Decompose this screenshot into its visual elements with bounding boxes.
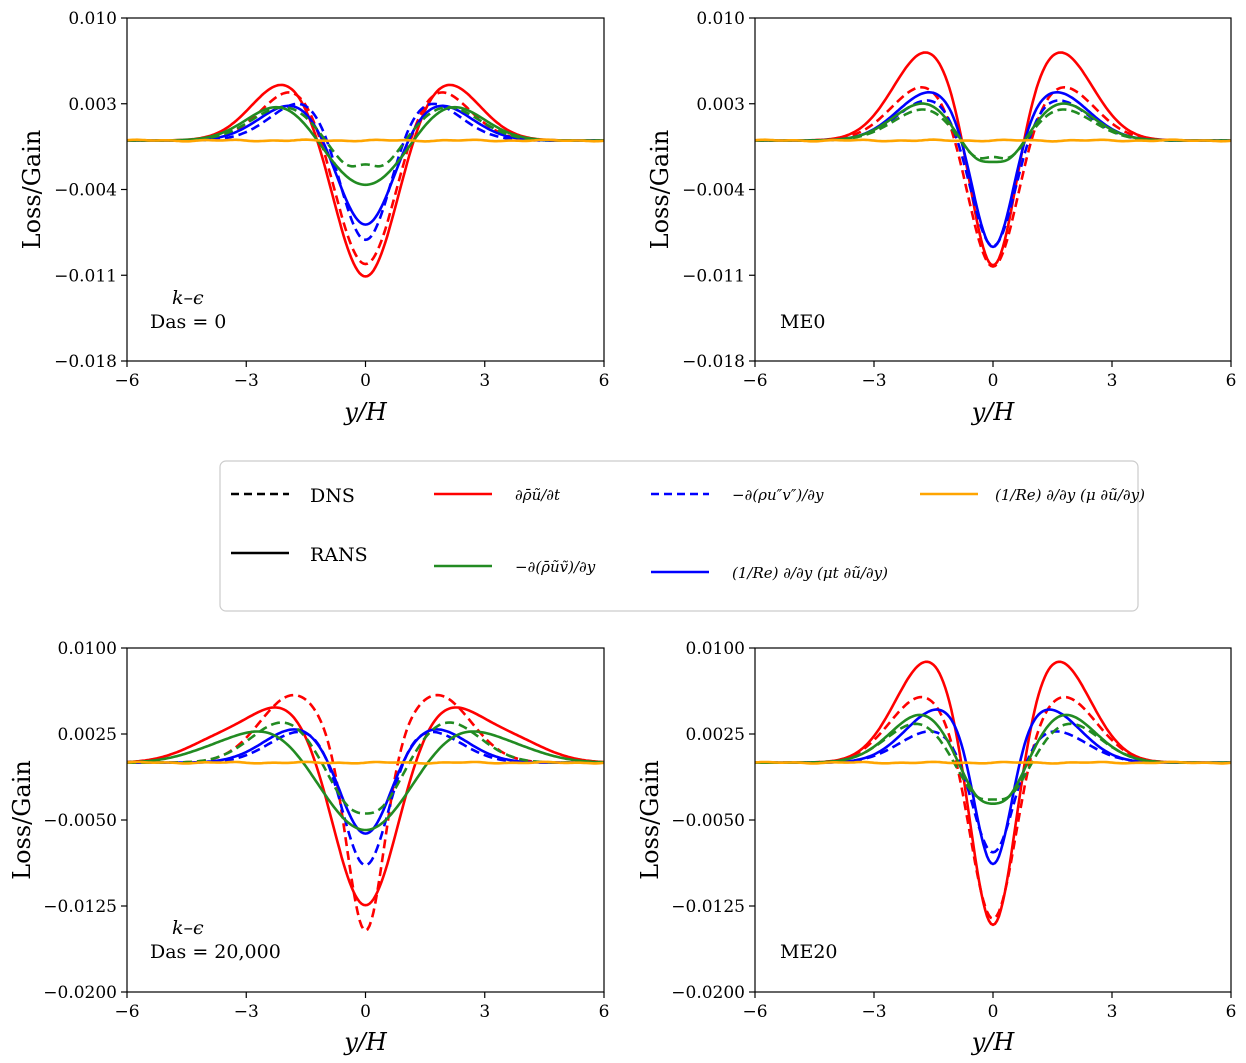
y-tick-label: −0.004 <box>54 181 117 201</box>
x-tick-label: −6 <box>114 1002 139 1022</box>
y-tick-label: 0.0100 <box>58 639 117 659</box>
x-tick-label: 6 <box>1226 371 1237 391</box>
x-tick-label: 0 <box>988 371 999 391</box>
series-group <box>755 660 1231 927</box>
series-group <box>127 693 604 933</box>
panel-annotation: k–ϵ <box>172 917 204 939</box>
y-tick-label: −0.0200 <box>43 983 117 1003</box>
y-tick-label: 0.0025 <box>686 725 745 745</box>
series-line-0 <box>755 85 1231 268</box>
series-line-4 <box>127 721 604 815</box>
y-axis-label: Loss/Gain <box>636 760 664 880</box>
panel-me0: −6 −3 0 3 6 0.010 0.003 −0.004 −0.011 −0.018 y/H Lo… <box>646 9 1236 426</box>
x-tick-label: 0 <box>988 1002 999 1022</box>
series-line-1 <box>755 660 1231 927</box>
x-tick-label: 0 <box>360 371 371 391</box>
series-line-6 <box>755 138 1231 143</box>
x-tick-label: −3 <box>861 1002 886 1022</box>
x-tick-label: −6 <box>742 1002 767 1022</box>
series-line-2 <box>127 102 604 242</box>
legend-label-dudt: ∂ρ̄ũ/∂t <box>515 486 561 504</box>
x-tick-label: −6 <box>114 371 139 391</box>
x-tick-label: −3 <box>861 371 886 391</box>
x-tick-label: 3 <box>1107 371 1118 391</box>
x-tick-label: −6 <box>742 371 767 391</box>
y-tick-label: −0.011 <box>54 266 117 286</box>
series-line-1 <box>755 51 1231 267</box>
series-line-6 <box>127 760 604 765</box>
x-axis-label: y/H <box>971 398 1016 426</box>
y-tick-label: −0.018 <box>54 352 117 372</box>
series-line-3 <box>127 728 604 835</box>
legend-label-turbulent-diffusion: (1/Re) ∂/∂y (μt ∂ũ/∂y) <box>732 564 888 582</box>
series-line-3 <box>755 708 1231 866</box>
x-tick-label: 3 <box>479 371 490 391</box>
legend: DNS RANS ∂ρ̄ũ/∂t −∂(ρ̄ũṽ)/∂y −∂(ρu″v″)/∂… <box>219 460 1145 612</box>
legend-dns-label: DNS <box>310 485 355 507</box>
x-axis-label: y/H <box>343 1028 388 1056</box>
series-line-1 <box>127 83 604 278</box>
legend-label-viscous-diffusion: (1/Re) ∂/∂y (μ ∂ũ/∂y) <box>995 486 1145 504</box>
series-line-6 <box>755 760 1231 765</box>
series-line-0 <box>127 91 604 266</box>
y-tick-label: −0.004 <box>682 181 745 201</box>
series-line-2 <box>127 730 604 867</box>
y-tick-label: 0.0025 <box>58 725 117 745</box>
legend-label-convection: −∂(ρ̄ũṽ)/∂y <box>515 558 596 576</box>
x-tick-label: 6 <box>599 371 610 391</box>
axes-frame <box>754 17 1232 362</box>
y-tick-label: −0.0125 <box>671 897 745 917</box>
y-tick-label: −0.011 <box>682 266 745 286</box>
x-tick-label: 6 <box>1226 1002 1237 1022</box>
series-line-5 <box>127 105 604 187</box>
y-tick-label: 0.0100 <box>686 639 745 659</box>
series-line-5 <box>755 713 1231 805</box>
x-tick-label: −3 <box>234 1002 259 1022</box>
y-tick-label: 0.003 <box>696 95 745 115</box>
y-tick-label: −0.0050 <box>43 811 117 831</box>
y-tick-label: −0.0125 <box>43 897 117 917</box>
y-axis-label: Loss/Gain <box>8 760 36 880</box>
series-line-5 <box>127 730 604 832</box>
x-tick-label: 3 <box>1107 1002 1118 1022</box>
y-tick-label: −0.018 <box>682 352 745 372</box>
series-line-5 <box>755 102 1231 164</box>
series-line-0 <box>755 695 1231 921</box>
legend-rans-label: RANS <box>310 544 368 566</box>
panel-ke-das0: −6 −3 0 3 6 0.010 0.003 −0.004 −0.011 −0.018 y/H Lo… <box>18 9 609 426</box>
x-axis-label: y/H <box>971 1028 1016 1056</box>
panel-ke-das20000: −6 −3 0 3 6 0.0100 0.0025 −0.0050 −0.0125 −0.0200… <box>8 639 609 1056</box>
x-tick-label: 6 <box>599 1002 610 1022</box>
panel-annotation: Das = 0 <box>150 311 226 333</box>
series-line-4 <box>127 106 604 168</box>
y-tick-label: 0.010 <box>696 9 745 29</box>
y-tick-label: 0.003 <box>68 95 117 115</box>
y-tick-label: 0.010 <box>68 9 117 29</box>
legend-label-reynolds-stress: −∂(ρu″v″)/∂y <box>732 486 824 504</box>
legend-frame <box>219 460 1139 612</box>
y-tick-label: −0.0200 <box>671 983 745 1003</box>
series-group <box>755 51 1231 268</box>
x-tick-label: 0 <box>360 1002 371 1022</box>
axes-frame <box>126 17 605 362</box>
series-line-4 <box>755 108 1231 160</box>
panel-annotation: k–ϵ <box>172 287 204 309</box>
series-line-1 <box>127 706 604 907</box>
series-group <box>127 83 604 278</box>
y-tick-label: −0.0050 <box>671 811 745 831</box>
panel-annotation: Das = 20,000 <box>150 941 281 963</box>
panel-me20: −6 −3 0 3 6 0.0100 0.0025 −0.0050 −0.0125 −0.0200… <box>636 639 1236 1056</box>
x-tick-label: 3 <box>479 1002 490 1022</box>
x-axis-label: y/H <box>343 398 388 426</box>
series-line-2 <box>755 99 1231 248</box>
series-line-6 <box>127 138 604 143</box>
y-axis-label: Loss/Gain <box>646 130 674 250</box>
panel-annotation: ME0 <box>780 311 825 333</box>
series-line-3 <box>755 91 1231 249</box>
x-tick-label: −3 <box>234 371 259 391</box>
series-line-2 <box>755 730 1231 854</box>
y-axis-label: Loss/Gain <box>18 130 46 250</box>
panel-annotation: ME20 <box>780 941 838 963</box>
